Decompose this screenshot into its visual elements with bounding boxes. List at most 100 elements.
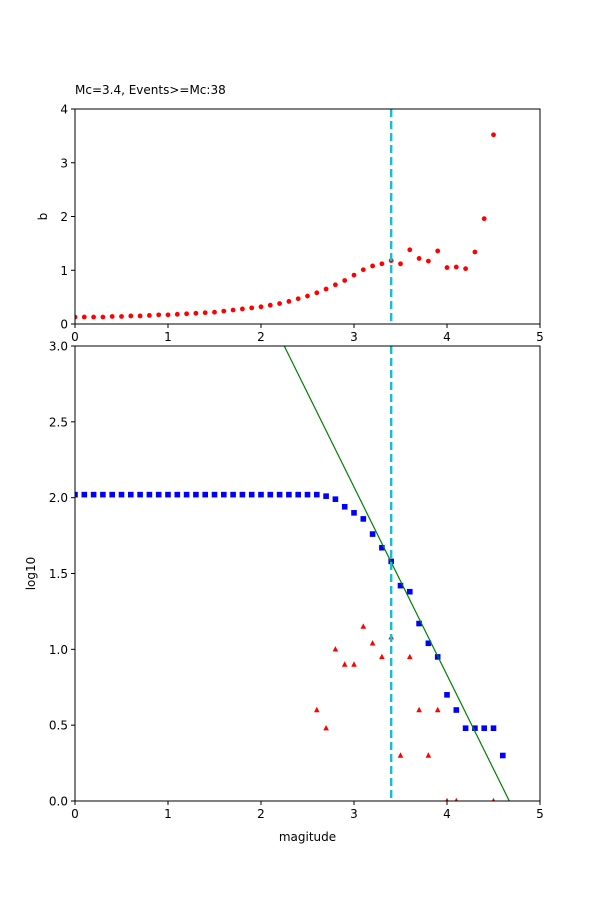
log-count-series-0-point bbox=[230, 491, 236, 498]
log-count-series-0-point bbox=[379, 544, 385, 551]
log-count-series-1-point bbox=[425, 752, 432, 758]
b-value-x-tick-label: 1 bbox=[164, 330, 172, 344]
b-value-series-0-point bbox=[137, 313, 143, 319]
b-value-plot-area bbox=[75, 109, 496, 324]
log-count-series-0-point bbox=[360, 516, 367, 522]
log-count-x-axis-label: magitude bbox=[279, 830, 336, 844]
b-value-series-0-point bbox=[174, 311, 180, 317]
b-value-series-0-point bbox=[81, 314, 87, 320]
b-value-series-0-point bbox=[267, 302, 273, 308]
b-value-series-0-point bbox=[91, 314, 96, 320]
b-value-series-0-point bbox=[249, 305, 255, 311]
log-count-series-1-point bbox=[397, 752, 404, 758]
b-value-series-0-point bbox=[426, 258, 431, 264]
b-value-series-0-point bbox=[472, 249, 478, 255]
log-count-series-1-point bbox=[407, 653, 413, 660]
log-count-series-0-point bbox=[183, 491, 190, 498]
log-count-series-0-point bbox=[128, 491, 134, 498]
log-count-y-tick-label: 0.5 bbox=[49, 719, 68, 733]
b-value-series-0-point bbox=[305, 293, 310, 299]
log-count-series-1-point bbox=[341, 661, 348, 667]
log-count-series-0-point bbox=[109, 491, 115, 498]
b-value-series-0-point bbox=[295, 296, 301, 302]
log-count-series-0-point bbox=[304, 491, 311, 498]
b-value-series-0-point bbox=[333, 282, 338, 288]
log-count-series-1-point bbox=[332, 646, 339, 652]
log-count-x-tick-label: 1 bbox=[164, 807, 172, 821]
b-value-series-0-point bbox=[156, 312, 162, 318]
b-value-series-0-point bbox=[416, 256, 422, 261]
log-count-series-0-point bbox=[75, 491, 78, 498]
log-count-series-0-point bbox=[202, 491, 208, 498]
b-value-y-tick-label: 0 bbox=[60, 318, 68, 332]
log-count-y-tick-label: 2.0 bbox=[49, 491, 68, 505]
log-count-series-0-point bbox=[341, 503, 348, 510]
b-value-x-tick-label: 4 bbox=[443, 330, 451, 344]
b-value-series-0-point bbox=[491, 132, 496, 138]
b-value-series-0-point bbox=[212, 309, 217, 315]
log-count-series-1-point bbox=[454, 797, 458, 801]
b-value-series-0-point bbox=[258, 304, 264, 310]
log-count-y-axis-label: log10 bbox=[24, 557, 38, 591]
b-value-y-tick-label: 4 bbox=[60, 103, 68, 117]
b-value-series-0-point bbox=[202, 310, 208, 316]
b-value-series-0-point bbox=[240, 306, 245, 312]
log-count-series-0-point bbox=[472, 725, 478, 731]
log-count-series-0-point bbox=[211, 491, 218, 498]
log-count-series-0-point bbox=[481, 725, 487, 731]
log-count-series-0-point bbox=[165, 491, 171, 498]
b-value-x-ticks: 0 1 2 3 4 5 bbox=[71, 324, 544, 344]
log-count-series-0-point bbox=[221, 491, 227, 498]
b-value-axes-frame bbox=[74, 108, 541, 325]
log-count-x-tick-label: 3 bbox=[350, 807, 358, 821]
log-count-y-tick-label: 3.0 bbox=[49, 340, 68, 354]
log-count-series-0-point bbox=[444, 692, 450, 698]
b-value-series-0-point bbox=[230, 307, 236, 313]
b-value-series-0-point bbox=[407, 247, 413, 253]
b-value-series-0-point bbox=[128, 313, 134, 319]
log-count-series-0-point bbox=[239, 491, 246, 498]
b-value-series-0-point bbox=[277, 301, 282, 306]
b-value-y-tick-label: 3 bbox=[60, 156, 68, 170]
log-count-panel: log10 magitude 0 1 2 3 4 5 0.0 0.5 1.0 1.5 2.0 2.5… bbox=[24, 340, 544, 845]
log-count-series-0-point bbox=[425, 640, 432, 647]
log-count-series-1-point bbox=[416, 706, 422, 713]
log-count-x-tick-label: 2 bbox=[257, 807, 265, 821]
log-count-series-0-point bbox=[462, 725, 469, 731]
log-count-series-0-point bbox=[100, 491, 106, 498]
log-count-series-1-point bbox=[491, 797, 496, 801]
log-count-y-tick-label: 0.0 bbox=[49, 795, 68, 809]
b-value-series-0-point bbox=[370, 263, 375, 269]
log-count-x-ticks: 0 1 2 3 4 5 bbox=[71, 801, 544, 821]
b-value-series-0-point bbox=[119, 314, 124, 319]
b-value-series-0-point bbox=[463, 266, 468, 272]
log-count-series-0-point bbox=[323, 493, 329, 499]
log-count-series-0-point bbox=[351, 510, 357, 516]
log-count-series-0-point bbox=[90, 491, 97, 498]
log-count-series-0-point bbox=[332, 496, 339, 502]
b-value-series-0-point bbox=[481, 216, 487, 222]
b-value-series-0-point bbox=[100, 314, 106, 320]
log-count-y-tick-label: 1.0 bbox=[49, 643, 68, 657]
log-count-series-1-point bbox=[434, 706, 441, 713]
log-count-axes-frame bbox=[74, 345, 541, 802]
b-value-series-0-point bbox=[444, 265, 450, 270]
log-count-series-0-point bbox=[118, 491, 125, 498]
log-count-series-1-point bbox=[360, 623, 367, 629]
b-value-series-0-point bbox=[351, 272, 357, 278]
gutenberg-richter-fit-line bbox=[283, 346, 510, 801]
log-count-series-0-point bbox=[453, 707, 460, 713]
b-value-series-0-point bbox=[75, 314, 78, 320]
log-count-series-0-point bbox=[276, 491, 283, 498]
b-value-series-0-point bbox=[323, 286, 329, 292]
log-count-series-0-point bbox=[416, 620, 422, 627]
log-count-series-0-point bbox=[369, 531, 376, 537]
log-count-x-tick-label: 0 bbox=[71, 807, 79, 821]
log-count-series-1-point bbox=[445, 797, 449, 801]
log-count-series-0-point bbox=[267, 491, 274, 498]
log-count-series-0-point bbox=[248, 491, 255, 498]
log-count-series-0-point bbox=[258, 491, 264, 498]
log-count-series-0-point bbox=[174, 491, 181, 498]
b-value-y-ticks: 0 1 2 3 4 bbox=[60, 103, 75, 332]
